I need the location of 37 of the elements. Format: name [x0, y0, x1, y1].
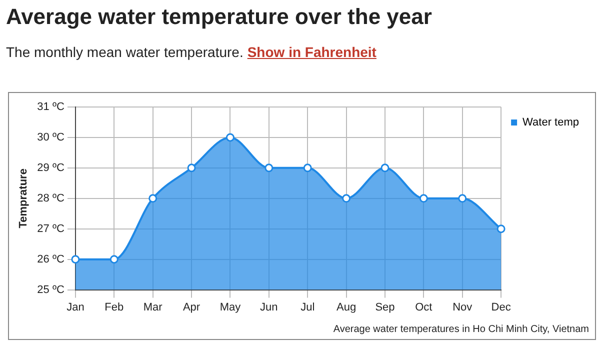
point: [303, 164, 312, 172]
text: Show in Fahrenheit: [247, 44, 376, 60]
x-tick-label: May: [220, 301, 242, 314]
chart-subtitle: The monthly mean water temperature.: [6, 44, 244, 60]
x-tick-label: Jul: [300, 301, 315, 314]
y-tick-label: 31 ºC: [37, 101, 64, 114]
x-tick-label: Jan: [66, 301, 84, 314]
point: [496, 224, 506, 234]
point: [71, 255, 80, 264]
point: [458, 194, 467, 203]
y-tick-label: 29 ºC: [37, 162, 64, 174]
y-tick-label: 27 ºC: [37, 222, 64, 235]
chart-title: Average water temperature over the year: [6, 4, 432, 30]
x-tick-label: Mar: [143, 301, 163, 314]
point: [187, 164, 196, 172]
x-tick-label: Dec: [491, 301, 512, 314]
x-tick-label: Oct: [415, 301, 432, 314]
y-tick-label: 30 ºC: [37, 132, 64, 144]
point: [264, 164, 274, 172]
x-tick-label: Nov: [452, 301, 473, 314]
y-tick-label: 28 ºC: [37, 192, 64, 204]
legend-label: Water temp: [522, 116, 580, 129]
x-tick-label: Aug: [336, 301, 356, 314]
y-tick-label: 25 ºC: [37, 284, 64, 296]
x-tick-label: Feb: [104, 301, 124, 314]
point: [226, 133, 234, 142]
point: [419, 194, 428, 203]
point: [380, 164, 390, 172]
x-tick-label: Jun: [260, 301, 278, 314]
text: Average water temperatures in Ho Chi Minh City, Vietnam: [333, 324, 589, 335]
point: [110, 255, 118, 264]
y-axis-title: Temprature: [18, 168, 30, 228]
y-tick-label: 26 ºC: [37, 253, 64, 266]
x-tick-label: Sep: [375, 301, 395, 314]
point: [148, 194, 158, 203]
x-tick-label: Apr: [182, 301, 200, 314]
point: [342, 194, 351, 203]
